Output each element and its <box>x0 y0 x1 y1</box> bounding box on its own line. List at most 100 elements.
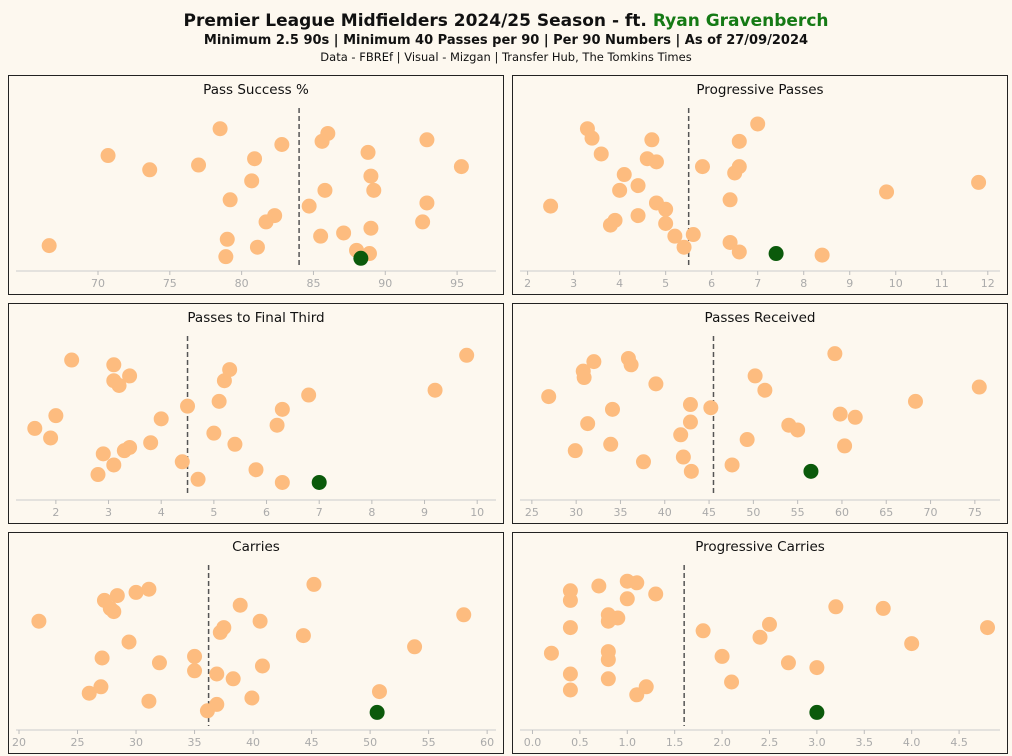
x-tick-label: 75 <box>968 506 982 519</box>
player-point <box>199 703 215 719</box>
player-point <box>747 368 763 384</box>
player-point <box>27 420 43 436</box>
highlight-player-point <box>311 474 327 490</box>
player-point <box>301 387 317 403</box>
x-tick-label: 1.0 <box>619 736 637 749</box>
chart-header: Premier League Midfielders 2024/25 Seaso… <box>0 0 1012 65</box>
player-point <box>731 159 747 175</box>
x-tick-label: 3.0 <box>808 736 826 749</box>
player-point <box>827 346 843 362</box>
figure-subtitle: Minimum 2.5 90s | Minimum 40 Passes per … <box>203 33 809 48</box>
panel-carries: Carries 20 25 30 35 40 45 50 55 60 <box>8 532 504 754</box>
title-prefix: Premier League Midfielders 2024/25 Seaso… <box>183 11 653 31</box>
player-point <box>683 463 699 479</box>
player-point <box>244 690 260 706</box>
player-point <box>623 357 639 373</box>
x-tick-label: 50 <box>363 736 377 749</box>
player-point <box>90 467 106 483</box>
player-point <box>604 401 620 417</box>
player-point <box>694 159 710 175</box>
highlight-player-point <box>768 246 784 262</box>
player-point <box>274 137 290 152</box>
player-point <box>814 247 830 263</box>
player-point <box>225 671 241 687</box>
x-tick-label: 4.5 <box>950 736 968 749</box>
player-point <box>128 584 144 600</box>
player-point <box>971 174 987 190</box>
x-tick-label: 25 <box>71 736 85 749</box>
panel-title: Pass Success % <box>203 82 309 98</box>
player-point <box>752 629 768 645</box>
player-point <box>244 173 260 189</box>
x-tick-label: 20 <box>12 736 26 749</box>
player-point <box>907 393 923 409</box>
x-tick-label: 95 <box>450 277 464 290</box>
player-point <box>363 220 379 236</box>
x-tick-label: 70 <box>91 277 105 290</box>
x-tick-label: 7 <box>754 277 761 290</box>
player-point <box>106 604 122 620</box>
player-point <box>248 462 264 478</box>
player-point <box>619 591 635 607</box>
x-tick-label: 8 <box>368 506 375 519</box>
panel-progressive-passes: Progressive Passes 2 3 4 5 6 7 8 9 10 11 12 <box>512 75 1008 295</box>
player-point <box>648 376 664 392</box>
player-point <box>757 382 773 398</box>
player-point <box>227 436 243 452</box>
player-point <box>612 182 628 198</box>
player-point <box>143 435 159 451</box>
x-tick-label: 1.5 <box>666 736 684 749</box>
player-point <box>584 130 600 146</box>
player-point <box>122 368 138 384</box>
player-point <box>48 408 64 424</box>
player-point <box>187 648 203 664</box>
player-point <box>187 663 203 679</box>
player-point <box>81 685 97 701</box>
panel-frame <box>512 75 1008 295</box>
x-tick-label: 60 <box>480 736 494 749</box>
player-point <box>971 379 987 395</box>
player-point <box>415 214 431 230</box>
player-point <box>703 400 719 416</box>
player-point <box>576 370 592 386</box>
player-point <box>780 655 796 671</box>
player-point <box>371 684 387 700</box>
x-tick-label: 40 <box>658 506 672 519</box>
x-tick-label: 4 <box>158 506 165 519</box>
x-tick-label: 5 <box>662 277 669 290</box>
x-tick-label: 35 <box>613 506 627 519</box>
player-point <box>673 427 689 443</box>
x-tick-label: 9 <box>846 277 853 290</box>
x-tick-label: 45 <box>305 736 319 749</box>
panel-progressive-carries: Progressive Carries 0.0 0.5 1.0 1.5 2.0 2.5 3.0… <box>512 532 1008 754</box>
player-point <box>93 679 109 695</box>
x-tick-label: 2 <box>524 277 531 290</box>
player-point <box>94 650 110 666</box>
player-point <box>419 195 435 211</box>
player-point <box>629 575 645 591</box>
x-tick-label: 60 <box>835 506 849 519</box>
player-point <box>602 217 618 233</box>
player-point <box>141 581 157 597</box>
player-point <box>407 639 423 655</box>
panel-frame <box>8 303 504 524</box>
x-tick-label: 55 <box>422 736 436 749</box>
player-point <box>847 409 863 425</box>
player-point <box>750 116 766 132</box>
player-point <box>121 634 137 650</box>
x-tick-label: 65 <box>879 506 893 519</box>
player-point <box>222 362 238 378</box>
panel-passes-final-third: Passes to Final Third 2 3 4 5 6 7 8 9 10 <box>8 303 504 524</box>
player-point <box>106 357 122 373</box>
player-point <box>453 159 469 175</box>
player-point <box>731 244 747 260</box>
panel-title: Progressive Passes <box>696 82 823 98</box>
player-point <box>739 432 755 448</box>
player-point <box>211 393 227 409</box>
panel-frame <box>8 532 504 754</box>
player-point <box>600 652 616 668</box>
player-point <box>153 411 169 427</box>
highlight-player-point <box>369 704 385 720</box>
player-point <box>116 443 132 459</box>
player-point <box>336 225 352 241</box>
